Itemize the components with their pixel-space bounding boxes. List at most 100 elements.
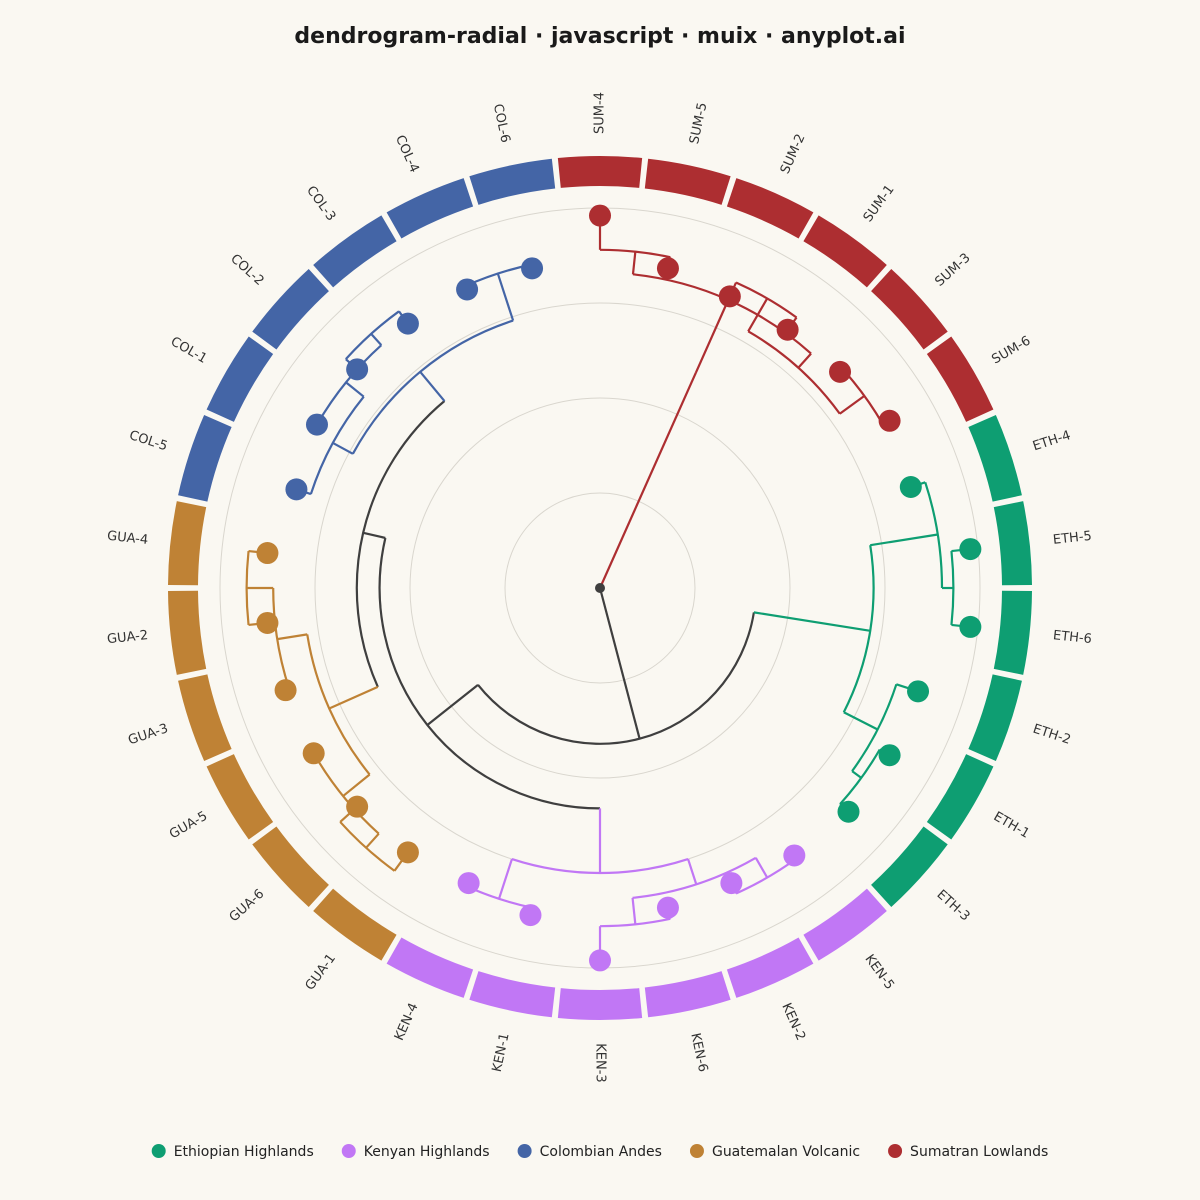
leaf-label-gua-1: GUA-1: [303, 951, 339, 993]
ring-segment-col-2: [252, 268, 329, 350]
leaf-label-col-4: COL-4: [392, 133, 422, 175]
leaf-label-sum-4: SUM-4: [593, 92, 608, 134]
leaf-node-col-5[interactable]: [285, 478, 308, 501]
ring-segment-gua-4: [168, 501, 207, 586]
ring-segment-ken-5: [803, 888, 887, 961]
ring-segment-sum-6: [926, 336, 994, 422]
dendrogram-branch-44: [687, 858, 698, 885]
dendrogram-branch-13: [631, 251, 637, 275]
ring-segment-gua-3: [178, 674, 232, 761]
dendrogram-arc-76: [355, 400, 446, 688]
leaf-node-sum-5[interactable]: [656, 257, 679, 280]
leaf-node-sum-1[interactable]: [776, 318, 799, 341]
leaf-node-ken-2[interactable]: [720, 872, 743, 895]
dendrogram-branch-66: [370, 333, 383, 346]
leaf-node-col-6[interactable]: [521, 257, 544, 280]
leaf-label-gua-6: GUA-6: [227, 886, 268, 925]
legend-marker-col: [517, 1144, 532, 1158]
legend-label-col: Colombian Andes: [540, 1144, 662, 1160]
leaf-node-ken-4[interactable]: [457, 872, 480, 895]
ring-segment-gua-1: [313, 888, 397, 961]
dendrogram-branch-75: [496, 273, 515, 321]
leaf-label-eth-5: ETH-5: [1052, 529, 1092, 548]
ring-segment-eth-4: [968, 415, 1022, 502]
ring-segment-col-3: [313, 215, 397, 288]
leaf-node-col-3[interactable]: [396, 312, 419, 335]
leaf-label-col-2: COL-2: [227, 251, 266, 288]
leaf-label-ken-5: KEN-5: [862, 952, 897, 993]
leaf-label-ken-2: KEN-2: [778, 1001, 808, 1043]
leaf-label-sum-5: SUM-5: [687, 101, 710, 145]
leaf-label-ken-3: KEN-3: [593, 1043, 608, 1082]
leaf-node-gua-4[interactable]: [256, 542, 279, 565]
ring-segment-eth-3: [871, 826, 948, 908]
dendrogram-branch-77: [328, 685, 379, 710]
ring-segment-gua-5: [206, 754, 274, 840]
dendrogram-branch-29: [870, 533, 938, 547]
leaf-node-eth-5[interactable]: [959, 538, 982, 561]
leaf-node-sum-2[interactable]: [718, 285, 741, 308]
leaf-label-eth-3: ETH-3: [934, 887, 973, 924]
leaf-label-col-5: COL-5: [127, 428, 169, 454]
leaf-node-ken-5[interactable]: [783, 844, 806, 867]
legend-label-gua: Guatemalan Volcanic: [712, 1144, 860, 1160]
dendrogram-branch-81: [362, 531, 386, 540]
dendrogram-links: [245, 215, 971, 961]
leaf-label-eth-6: ETH-6: [1052, 628, 1092, 647]
dendrogram-branch-15: [694, 299, 730, 374]
leaf-node-eth-1[interactable]: [878, 744, 901, 767]
leaf-node-gua-1[interactable]: [396, 841, 419, 864]
leaf-node-sum-4[interactable]: [589, 204, 611, 227]
ring-segment-sum-4: [557, 156, 643, 188]
leaf-label-eth-4: ETH-4: [1031, 428, 1073, 454]
leaf-node-col-1[interactable]: [305, 413, 328, 436]
ring-segment-eth-2: [968, 674, 1022, 761]
leaf-node-eth-2[interactable]: [907, 680, 930, 703]
dendrogram-branch-69: [345, 381, 365, 398]
leaf-node-gua-3[interactable]: [274, 679, 297, 702]
leaf-node-gua-5[interactable]: [302, 742, 325, 765]
legend-label-eth: Ethiopian Highlands: [174, 1144, 314, 1160]
leaf-label-ken-4: KEN-4: [392, 1001, 422, 1043]
leaf-node-col-2[interactable]: [346, 358, 369, 381]
leaf-node-col-4[interactable]: [456, 278, 479, 301]
leaf-node-ken-3[interactable]: [589, 949, 611, 972]
leaf-label-gua-3: GUA-3: [126, 721, 170, 748]
dendrogram-branch-84: [426, 683, 479, 726]
dendrogram-branch-45: [497, 858, 513, 900]
dendrogram-arc-73: [351, 319, 514, 455]
leaf-label-sum-6: SUM-6: [989, 334, 1033, 368]
legend-label-sum: Sumatran Lowlands: [910, 1144, 1048, 1160]
dendrogram-branch-38: [754, 857, 769, 879]
leaf-label-col-3: COL-3: [303, 183, 338, 224]
leaf-node-ken-6[interactable]: [656, 896, 679, 919]
dendrogram-branch-74: [332, 441, 354, 455]
ring-segment-col-1: [206, 336, 274, 422]
ring-segment-sum-5: [644, 158, 731, 205]
leaf-node-eth-6[interactable]: [959, 615, 982, 638]
chart-title: dendrogram-radial · javascript · muix · …: [294, 24, 905, 49]
legend-marker-sum: [888, 1144, 903, 1158]
ring-segment-eth-5: [993, 501, 1032, 586]
leaf-node-sum-6[interactable]: [878, 409, 901, 432]
ring-segment-col-6: [469, 158, 556, 205]
dendrogram-branch-14: [797, 352, 812, 369]
leaf-label-ken-6: KEN-6: [687, 1032, 710, 1074]
leaf-node-eth-4[interactable]: [899, 476, 922, 499]
leaf-node-sum-3[interactable]: [829, 360, 852, 383]
leaf-node-eth-3[interactable]: [837, 800, 860, 823]
dendrogram-branch-59: [342, 773, 371, 797]
leaf-node-gua-2[interactable]: [256, 611, 279, 634]
leaf-node-gua-6[interactable]: [346, 795, 369, 818]
ring-segment-ken-2: [726, 937, 814, 998]
root-node: [595, 583, 605, 593]
leaf-label-gua-2: GUA-2: [106, 628, 149, 647]
leaf-nodes: [256, 204, 982, 972]
ring-segment-sum-2: [726, 178, 814, 239]
leaf-node-ken-1[interactable]: [519, 904, 542, 927]
ring-segment-sum-1: [803, 215, 887, 288]
dendrogram-branch-78: [419, 371, 446, 402]
dendrogram-branch-50: [365, 832, 380, 849]
dendrogram-arc-79: [378, 537, 601, 810]
leaf-label-sum-1: SUM-1: [861, 182, 898, 225]
